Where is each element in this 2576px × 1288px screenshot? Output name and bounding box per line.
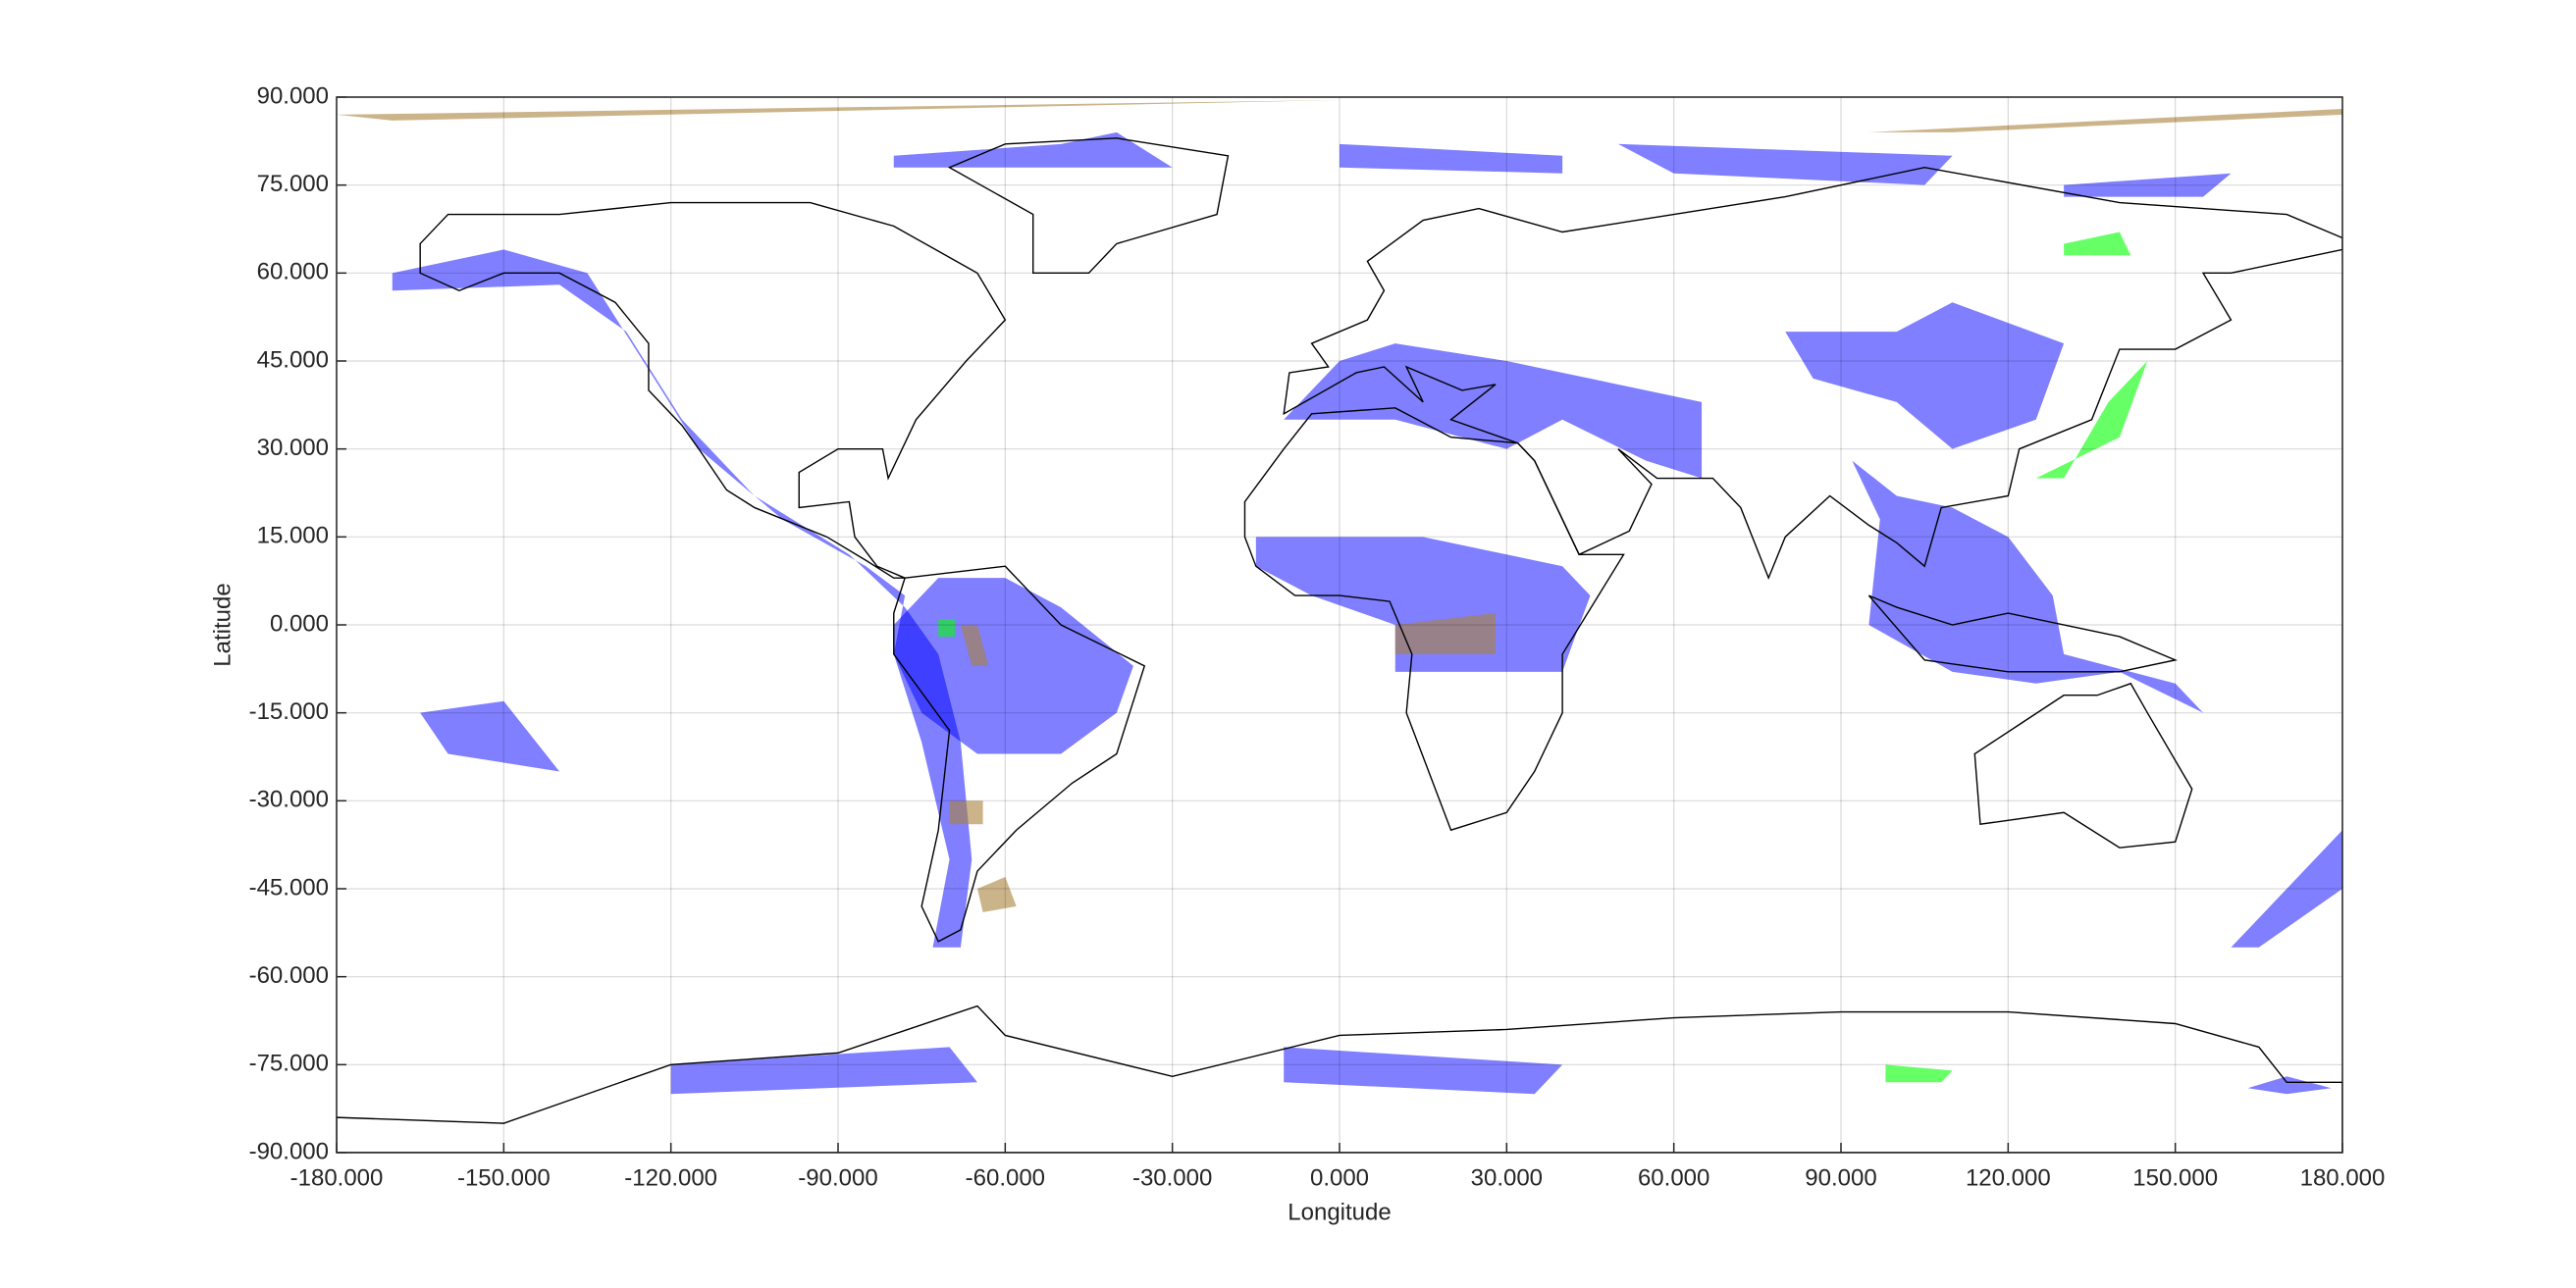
y-tick-label: 15.000 <box>257 523 329 549</box>
coastlines <box>337 138 2342 1153</box>
y-tick-label: -15.000 <box>249 698 329 725</box>
y-tick-label: 90.000 <box>257 82 329 109</box>
y-axis-label: Latitude <box>209 583 236 666</box>
y-tick-label: 0.000 <box>270 610 329 637</box>
coverage-blue <box>392 131 2342 1095</box>
x-tick-label: -150.000 <box>457 1164 551 1191</box>
y-tick-label: -60.000 <box>249 962 329 989</box>
x-tick-label: 150.000 <box>2132 1164 2218 1191</box>
y-tick-label: -45.000 <box>249 874 329 901</box>
coverage-tan <box>337 99 2342 912</box>
x-tick-label: 0.000 <box>1310 1164 1369 1191</box>
x-tick-label: -30.000 <box>1132 1164 1212 1191</box>
x-tick-label: 90.000 <box>1805 1164 1876 1191</box>
x-tick-label: 60.000 <box>1638 1164 1709 1191</box>
x-tick-label: 120.000 <box>1966 1164 2051 1191</box>
map <box>337 99 2342 1153</box>
map-layer <box>337 99 2342 1153</box>
y-tick-label: 60.000 <box>257 259 329 285</box>
x-tick-label: -90.000 <box>798 1164 877 1191</box>
y-tick-label: -30.000 <box>249 787 329 813</box>
y-tick-label: 30.000 <box>257 435 329 461</box>
x-tick-label: 180.000 <box>2300 1164 2386 1191</box>
y-tick-label: 45.000 <box>257 346 329 373</box>
y-tick-label: 75.000 <box>257 171 329 197</box>
x-tick-label: 30.000 <box>1471 1164 1543 1191</box>
x-axis-label: Longitude <box>1288 1199 1391 1225</box>
x-tick-label: -60.000 <box>966 1164 1045 1191</box>
x-tick-label: -120.000 <box>624 1164 717 1191</box>
y-tick-label: -90.000 <box>249 1138 329 1164</box>
x-tick-label: -180.000 <box>290 1164 384 1191</box>
y-tick-label: -75.000 <box>249 1051 329 1077</box>
